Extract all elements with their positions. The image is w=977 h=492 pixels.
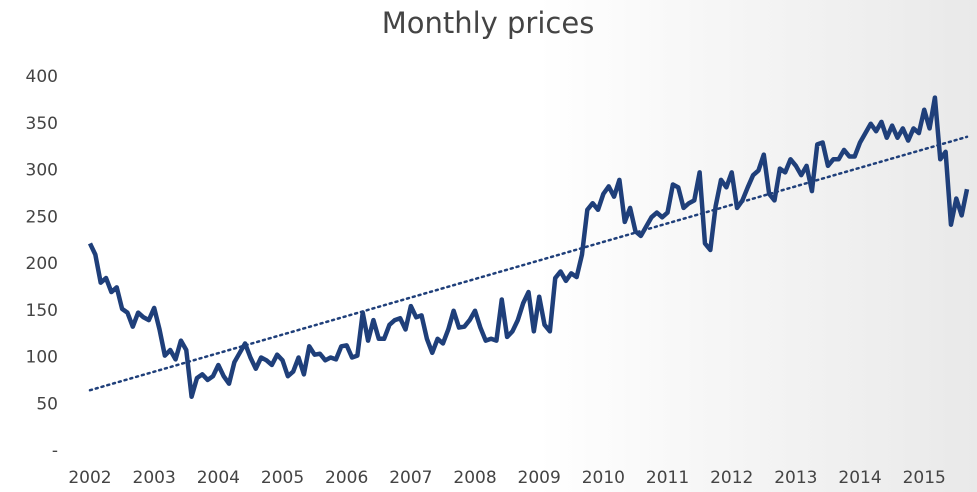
x-tick-label: 2010 — [582, 468, 625, 488]
x-tick-label: 2015 — [903, 468, 946, 488]
x-tick-label: 2012 — [710, 468, 753, 488]
x-tick-label: 2013 — [774, 468, 817, 488]
x-tick-label: 2007 — [389, 468, 432, 488]
y-tick-label: 50 — [36, 394, 58, 414]
y-tick-label: 150 — [26, 301, 58, 321]
y-tick-label: 250 — [26, 207, 58, 227]
x-tick-label: 2005 — [261, 468, 304, 488]
price-line — [87, 95, 970, 400]
x-tick-label: 2002 — [68, 468, 111, 488]
x-tick-label: 2006 — [325, 468, 368, 488]
y-tick-label: 300 — [26, 161, 58, 181]
x-tick-label: 2011 — [646, 468, 689, 488]
x-tick-label: 2014 — [838, 468, 881, 488]
x-tick-label: 2004 — [197, 468, 240, 488]
trendline — [88, 135, 969, 392]
y-tick-label: 200 — [26, 254, 58, 274]
x-tick-label: 2009 — [518, 468, 561, 488]
y-tick-label: 350 — [26, 114, 58, 134]
chart-title: Monthly prices — [382, 6, 595, 40]
y-tick-label: 400 — [26, 67, 58, 87]
y-tick-label: 100 — [26, 348, 58, 368]
x-tick-label: 2003 — [133, 468, 176, 488]
x-tick-label: 2008 — [453, 468, 496, 488]
y-tick-label: - — [52, 441, 58, 461]
